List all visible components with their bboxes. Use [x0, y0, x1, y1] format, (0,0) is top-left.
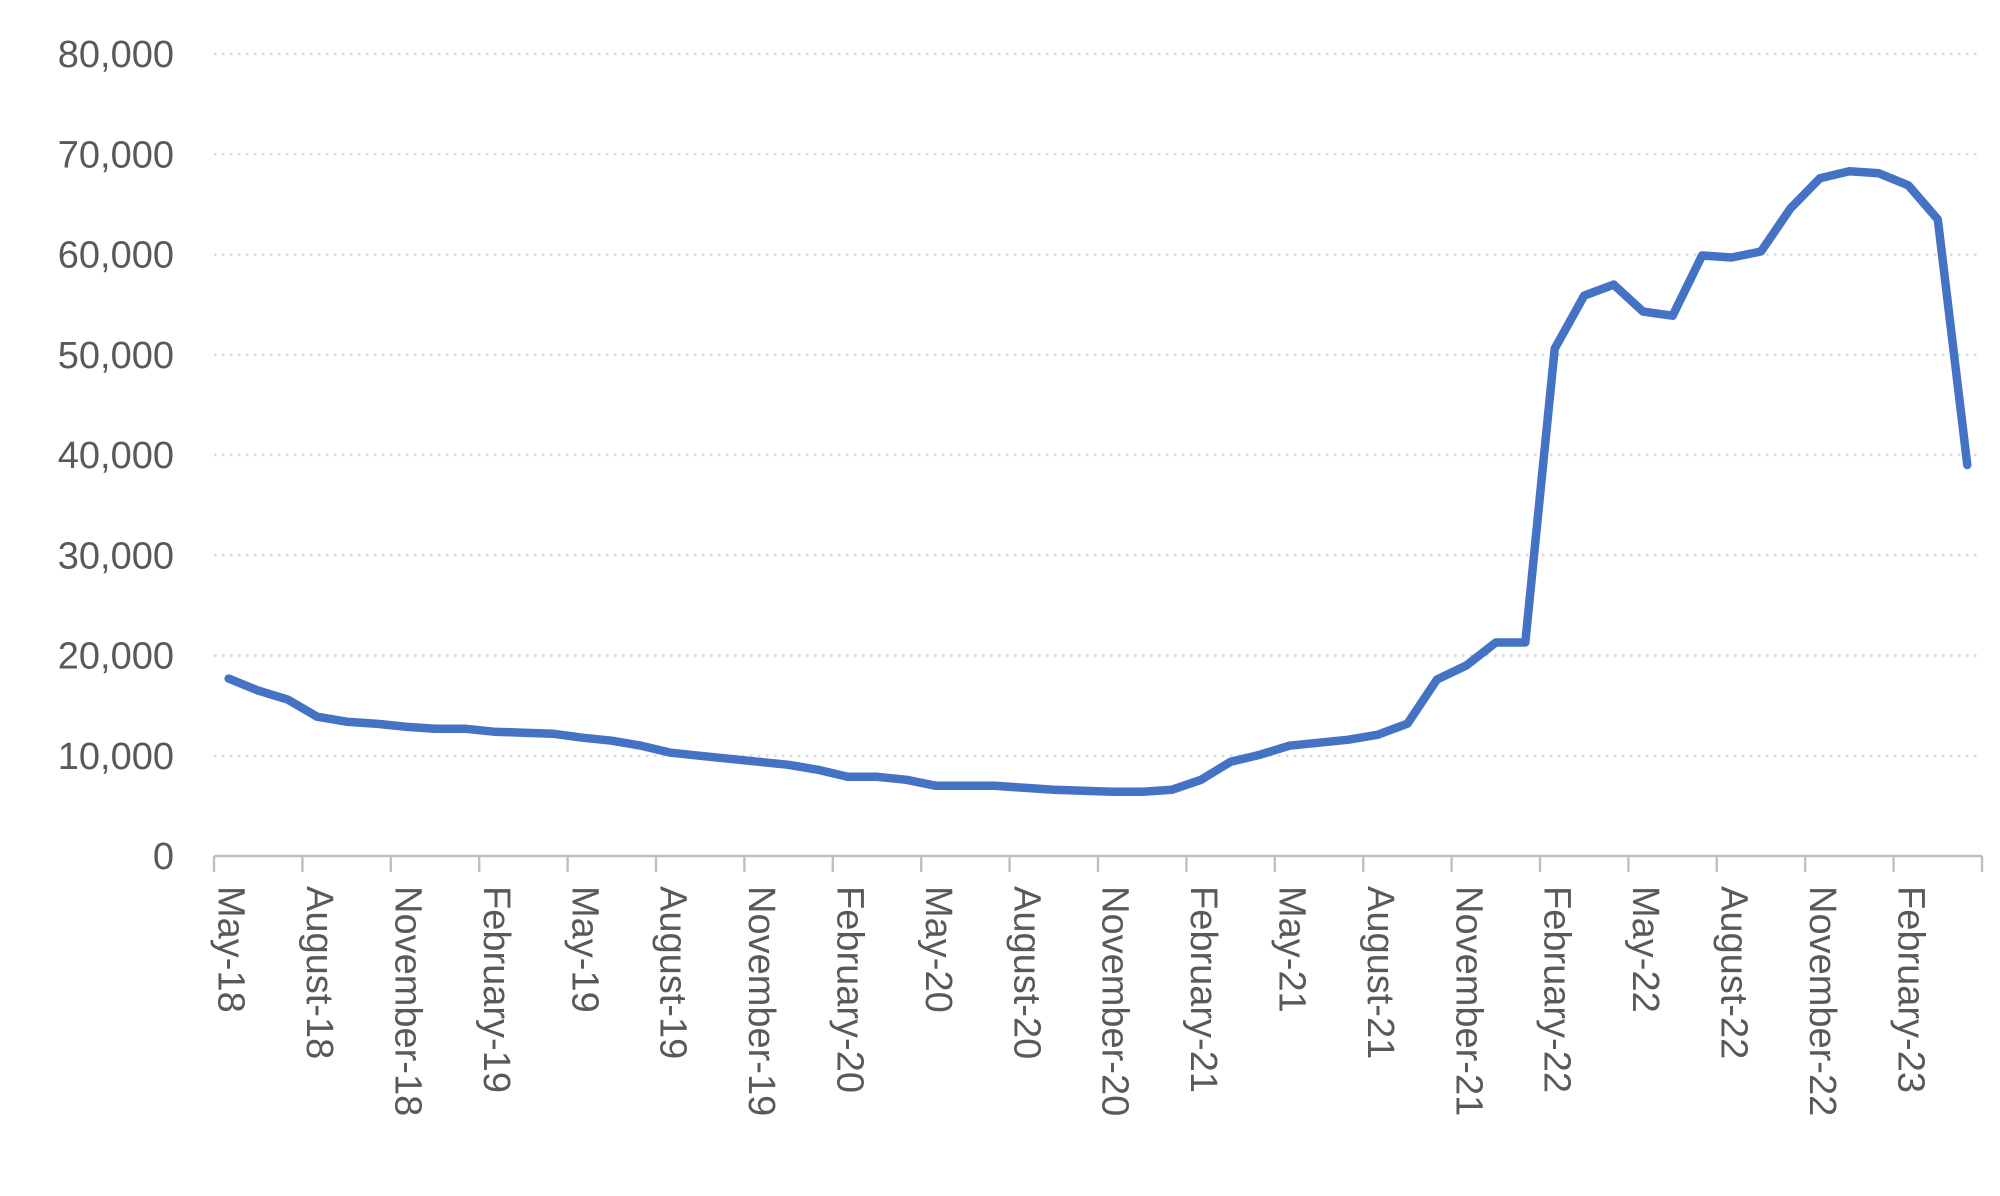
y-axis-label: 20,000	[58, 636, 174, 678]
x-axis-label: May-19	[563, 886, 605, 1013]
x-axis-label: August-22	[1713, 886, 1755, 1059]
data-series-line	[224, 167, 1972, 797]
y-axis-label: 10,000	[58, 736, 174, 778]
y-axis-label: 50,000	[58, 335, 174, 377]
x-axis-label: November-22	[1801, 886, 1843, 1116]
x-axis-label: November-21	[1447, 886, 1489, 1116]
x-axis-label: August-18	[298, 886, 340, 1059]
y-axis-label: 60,000	[58, 235, 174, 277]
x-axis-label: May-20	[917, 886, 959, 1013]
x-axis-label: August-21	[1359, 886, 1401, 1059]
x-axis-label: May-18	[210, 886, 252, 1013]
x-axis-label: February-20	[829, 886, 871, 1093]
gridlines-group	[214, 52, 1982, 757]
y-axis-label: 40,000	[58, 435, 174, 477]
series-group	[224, 167, 1972, 797]
x-axis-label: February-21	[1182, 886, 1224, 1093]
x-axis-group: May-18 August-18 November-18 February-19 May…	[210, 854, 1984, 1116]
y-axis-label: 30,000	[58, 535, 174, 577]
x-axis-label: May-22	[1624, 886, 1666, 1013]
x-axis-label: February-23	[1889, 886, 1931, 1093]
y-axis-label: 0	[153, 836, 174, 878]
y-axis-labels-group: 0 10,000 20,000 30,000 40,000 50,000 60,000 70,…	[58, 34, 174, 878]
x-axis-label: May-21	[1271, 886, 1313, 1013]
x-axis-label: November-20	[1094, 886, 1136, 1116]
x-axis-label: August-19	[652, 886, 694, 1059]
x-axis-label: November-19	[740, 886, 782, 1116]
x-axis-label: August-20	[1005, 886, 1047, 1059]
x-axis-label: November-18	[387, 886, 429, 1116]
x-axis-label: February-22	[1536, 886, 1578, 1093]
x-axis-label: February-19	[475, 886, 517, 1093]
y-axis-label: 70,000	[58, 134, 174, 176]
y-axis-label: 80,000	[58, 34, 174, 76]
